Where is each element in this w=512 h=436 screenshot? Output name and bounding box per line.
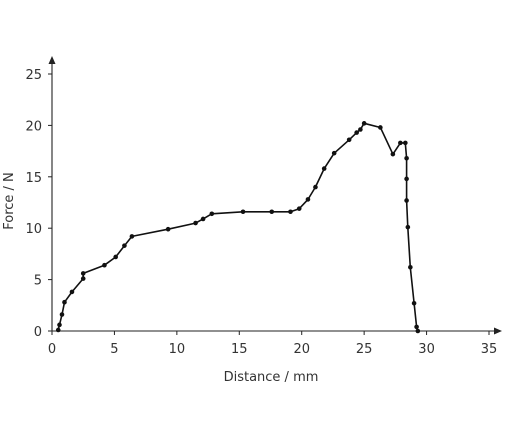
data-point [122, 243, 127, 248]
y-tick-label: 25 [25, 68, 42, 83]
data-point [240, 209, 246, 215]
data-point [113, 254, 118, 260]
data-point [398, 140, 403, 146]
data-point [57, 322, 62, 328]
data-point [62, 299, 67, 305]
data-point [358, 127, 363, 132]
data-point [193, 220, 198, 226]
data-point [165, 226, 171, 232]
x-tick-label: 15 [231, 342, 248, 357]
data-point [404, 176, 409, 182]
data-point [102, 262, 107, 268]
y-axis-title: Force / N [2, 172, 17, 230]
data-point [408, 264, 413, 270]
y-axis-arrow [48, 56, 56, 64]
x-tick-label: 10 [169, 342, 186, 357]
data-point [209, 211, 215, 217]
x-ticks: 0 5 10 15 20 25 30 35 [48, 331, 497, 357]
data-point [361, 121, 367, 126]
axes [48, 56, 502, 335]
data-point [69, 289, 75, 295]
y-ticks: 0 5 10 15 20 25 [25, 68, 52, 340]
data-point [321, 166, 327, 171]
data-point [404, 198, 409, 203]
data-point [411, 300, 417, 306]
data-point [346, 137, 352, 143]
data-point [403, 140, 408, 146]
y-tick-label: 5 [34, 274, 42, 289]
x-tick-label: 5 [110, 342, 118, 357]
data-point [414, 324, 419, 330]
x-tick-label: 0 [48, 342, 56, 357]
x-tick-label: 25 [356, 342, 373, 357]
data-point [405, 224, 411, 230]
y-tick-label: 15 [25, 171, 42, 186]
data-point [55, 327, 61, 333]
data-point [80, 276, 86, 281]
x-tick-label: 30 [418, 342, 435, 357]
data-point [296, 206, 302, 211]
data-point [269, 209, 275, 215]
plot-area [55, 121, 421, 334]
x-tick-label: 20 [293, 342, 310, 357]
data-point [415, 328, 421, 334]
data-point [80, 271, 86, 276]
data-point [354, 130, 359, 135]
series-line [57, 122, 419, 332]
y-tick-label: 20 [25, 119, 42, 134]
x-axis-arrow [494, 327, 502, 335]
data-point [404, 155, 409, 161]
x-axis-title: Distance / mm [224, 370, 319, 385]
data-point [331, 150, 337, 156]
data-point [378, 125, 383, 130]
data-point [129, 234, 135, 239]
data-point [313, 184, 318, 190]
data-point [305, 197, 311, 202]
y-tick-label: 10 [25, 222, 42, 237]
data-point [288, 209, 293, 215]
data-point [200, 216, 206, 222]
data-point [59, 312, 65, 317]
y-tick-label: 0 [34, 325, 42, 340]
x-tick-label: 35 [481, 342, 498, 357]
data-point [390, 151, 396, 157]
